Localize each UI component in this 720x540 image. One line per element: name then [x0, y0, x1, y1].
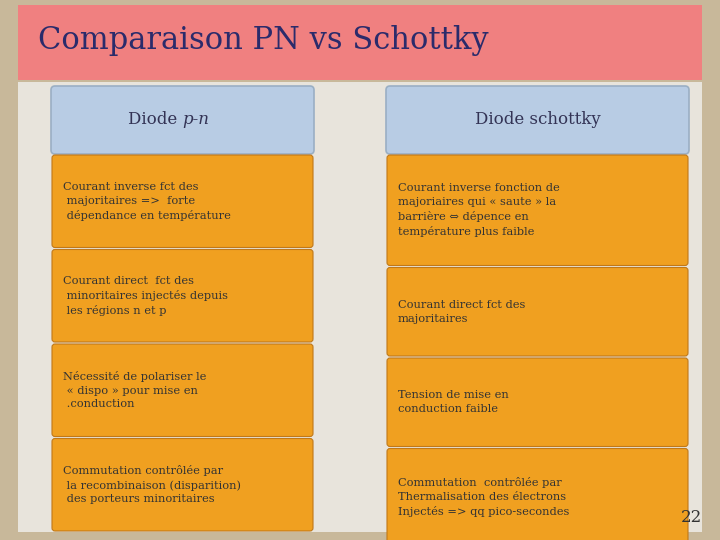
- Text: Nécessité de polariser le
 « dispo » pour mise en
 .conduction: Nécessité de polariser le « dispo » pour…: [63, 371, 207, 409]
- Text: Commutation contrôlée par
 la recombinaison (disparition)
 des porteurs minorita: Commutation contrôlée par la recombinais…: [63, 465, 241, 504]
- FancyBboxPatch shape: [387, 155, 688, 266]
- Text: Courant inverse fonction de
majoriaires qui « saute » la
barrière ⇔ dépence en
t: Courant inverse fonction de majoriaires …: [398, 184, 559, 237]
- FancyBboxPatch shape: [52, 155, 313, 247]
- Text: 22: 22: [680, 509, 702, 526]
- FancyBboxPatch shape: [18, 82, 702, 532]
- FancyBboxPatch shape: [387, 267, 688, 356]
- Text: Comparaison PN vs Schottky: Comparaison PN vs Schottky: [38, 25, 489, 56]
- FancyBboxPatch shape: [52, 438, 313, 531]
- FancyBboxPatch shape: [52, 249, 313, 342]
- FancyBboxPatch shape: [387, 358, 688, 447]
- FancyBboxPatch shape: [386, 86, 689, 154]
- Text: Courant direct fct des
majoritaires: Courant direct fct des majoritaires: [398, 300, 526, 323]
- Text: Tension de mise en
conduction faible: Tension de mise en conduction faible: [398, 390, 509, 414]
- FancyBboxPatch shape: [18, 5, 702, 80]
- Text: p-n: p-n: [182, 111, 210, 129]
- FancyBboxPatch shape: [52, 344, 313, 436]
- Text: Courant inverse fct des
 majoritaires =>  forte
 dépendance en température: Courant inverse fct des majoritaires => …: [63, 182, 231, 220]
- Text: Commutation  contrôlée par
Thermalisation des électrons
Injectés => qq pico-seco: Commutation contrôlée par Thermalisation…: [398, 477, 570, 517]
- FancyBboxPatch shape: [51, 86, 314, 154]
- FancyBboxPatch shape: [387, 449, 688, 540]
- Text: Diode schottky: Diode schottky: [474, 111, 600, 129]
- Text: Courant direct  fct des
 minoritaires injectés depuis
 les régions n et p: Courant direct fct des minoritaires inje…: [63, 276, 228, 316]
- Text: Diode: Diode: [128, 111, 182, 129]
